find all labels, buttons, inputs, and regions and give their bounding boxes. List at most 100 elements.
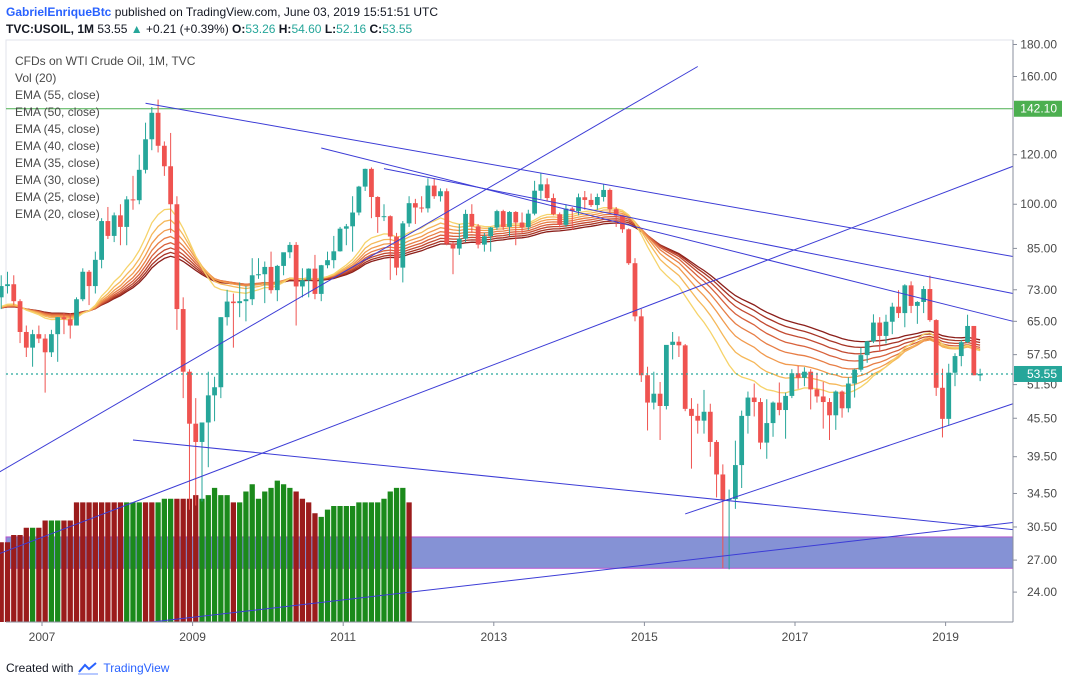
candle	[557, 212, 563, 228]
open-label: O:	[232, 22, 246, 36]
candle-body	[758, 402, 763, 443]
candle	[645, 366, 650, 431]
candle-body	[49, 334, 54, 353]
y-axis[interactable]: 180.00 160.00 120.00 100.00 85.00 73.00 65.00 5…	[1012, 37, 1057, 622]
candle	[820, 381, 826, 429]
volume-bar	[92, 502, 98, 622]
candle-body	[795, 373, 801, 378]
candle-body	[118, 215, 123, 227]
candle	[49, 329, 54, 358]
candle	[488, 226, 494, 252]
candle-body	[11, 284, 17, 302]
volume-bar	[368, 502, 375, 622]
volume-bar	[306, 502, 312, 622]
x-tick-label: 2017	[782, 630, 809, 644]
candle	[940, 368, 945, 438]
volume-bar	[199, 498, 205, 622]
candle-body	[425, 185, 431, 209]
candle-body	[249, 275, 255, 300]
candle-body	[632, 263, 638, 317]
footer-brand[interactable]: TradingView	[103, 661, 170, 675]
candle	[174, 196, 180, 330]
candle	[513, 211, 519, 246]
trend-line	[321, 147, 1014, 322]
y-tick-label: 34.50	[1027, 486, 1057, 500]
candle-body	[431, 185, 437, 197]
candle	[168, 132, 174, 233]
legend-item-ema30[interactable]: EMA (30, close)	[15, 173, 100, 187]
trend-line	[383, 168, 1014, 295]
high-value: 54.60	[291, 22, 322, 36]
candle-body	[30, 334, 35, 348]
candle-body	[0, 286, 4, 298]
candle-body	[274, 265, 280, 291]
candle-body	[689, 408, 694, 416]
candle	[921, 286, 927, 314]
candle-body	[350, 212, 355, 227]
candle	[582, 190, 588, 210]
legend-item-ema50[interactable]: EMA (50, close)	[15, 105, 100, 119]
legend-item-ema55[interactable]: EMA (55, close)	[15, 88, 100, 102]
price-labels: 142.10 53.55	[1014, 100, 1062, 382]
y-tick-label: 39.50	[1027, 450, 1057, 464]
volume-bar	[312, 513, 318, 622]
candle	[808, 369, 814, 410]
chart-legend: CFDs on WTI Crude Oil, 1M, TVC Vol (20) …	[15, 53, 195, 223]
candle	[676, 336, 682, 358]
candle	[381, 204, 387, 222]
legend-item-ema40[interactable]: EMA (40, close)	[15, 139, 100, 153]
legend-item-ema45[interactable]: EMA (45, close)	[15, 122, 100, 136]
candle	[871, 314, 876, 344]
volume-bar	[23, 527, 29, 622]
candle	[99, 218, 104, 269]
footer: Created with TradingView	[6, 661, 169, 675]
volume-bar	[55, 520, 61, 622]
volume-bar	[324, 509, 331, 622]
candle-body	[369, 168, 374, 198]
candle	[92, 251, 98, 294]
candle-body	[588, 199, 594, 206]
candle-body	[676, 341, 682, 346]
candle	[946, 363, 952, 425]
candle-body	[17, 301, 23, 332]
volume-bars	[0, 480, 412, 622]
candle-body	[406, 203, 412, 224]
candle-body	[965, 325, 970, 343]
candle	[758, 398, 763, 450]
author-name[interactable]: GabrielEnriqueBtc	[6, 5, 112, 19]
candle	[507, 211, 512, 236]
legend-item-ema35[interactable]: EMA (35, close)	[15, 156, 100, 170]
candle	[607, 188, 613, 213]
candle	[682, 343, 688, 412]
candle-body	[281, 252, 286, 266]
candle-body	[375, 197, 381, 218]
x-axis[interactable]: 2007 2009 2011 2013 2015 2017 2019	[6, 621, 1013, 644]
volume-bar	[17, 535, 23, 622]
candle-body	[463, 213, 468, 239]
candle-body	[525, 213, 531, 228]
candle	[394, 232, 399, 276]
legend-title: CFDs on WTI Crude Oil, 1M, TVC	[15, 54, 196, 68]
candle	[720, 464, 726, 569]
candle-body	[670, 341, 676, 345]
x-tick-label: 2015	[631, 630, 658, 644]
candle	[406, 196, 412, 227]
candle-body	[839, 391, 845, 409]
candle	[908, 281, 914, 314]
candle	[249, 258, 255, 306]
candle	[325, 251, 330, 269]
candle-body	[814, 389, 820, 397]
candle	[670, 331, 676, 360]
candle-body	[205, 395, 211, 423]
legend-item-ema20[interactable]: EMA (20, close)	[15, 207, 100, 221]
legend-item-vol[interactable]: Vol (20)	[15, 71, 57, 85]
candle	[262, 261, 268, 304]
candle-body	[482, 236, 487, 245]
candle-body	[902, 285, 908, 314]
volume-bar	[280, 484, 287, 622]
legend-item-ema25[interactable]: EMA (25, close)	[15, 190, 100, 204]
volume-bar	[36, 527, 42, 622]
candle-body	[563, 208, 569, 225]
candle	[958, 339, 964, 367]
